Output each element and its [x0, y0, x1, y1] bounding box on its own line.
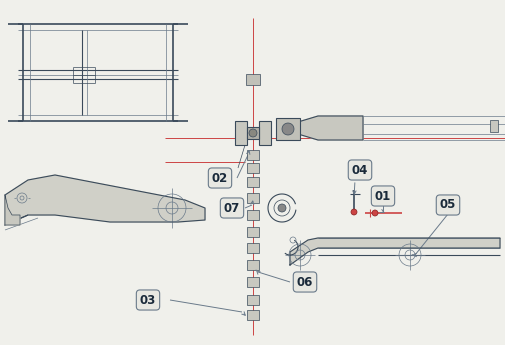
Circle shape: [351, 209, 357, 215]
Bar: [259, 121, 271, 145]
Bar: [276, 118, 300, 140]
Bar: [247, 277, 259, 287]
Polygon shape: [5, 175, 205, 225]
Text: 01: 01: [375, 189, 391, 203]
Text: 06: 06: [297, 276, 313, 288]
Bar: [247, 243, 259, 253]
Circle shape: [282, 123, 294, 135]
Text: 05: 05: [440, 198, 456, 211]
Bar: [235, 121, 247, 145]
Bar: [247, 210, 259, 220]
Circle shape: [372, 210, 378, 216]
Circle shape: [249, 129, 257, 137]
Circle shape: [278, 204, 286, 212]
Polygon shape: [298, 116, 363, 140]
Bar: [247, 260, 259, 270]
Bar: [247, 227, 259, 237]
Bar: [247, 150, 259, 160]
Text: 03: 03: [140, 294, 156, 306]
Text: 07: 07: [224, 201, 240, 215]
Bar: [247, 177, 259, 187]
Bar: [247, 295, 259, 305]
Bar: [490, 120, 498, 132]
Bar: [247, 193, 259, 203]
Polygon shape: [5, 195, 20, 225]
Bar: [247, 310, 259, 320]
Polygon shape: [290, 238, 500, 265]
Text: 04: 04: [352, 164, 368, 177]
Bar: [247, 163, 259, 173]
Text: 02: 02: [212, 171, 228, 185]
Bar: [246, 74, 260, 85]
Bar: [247, 127, 259, 139]
